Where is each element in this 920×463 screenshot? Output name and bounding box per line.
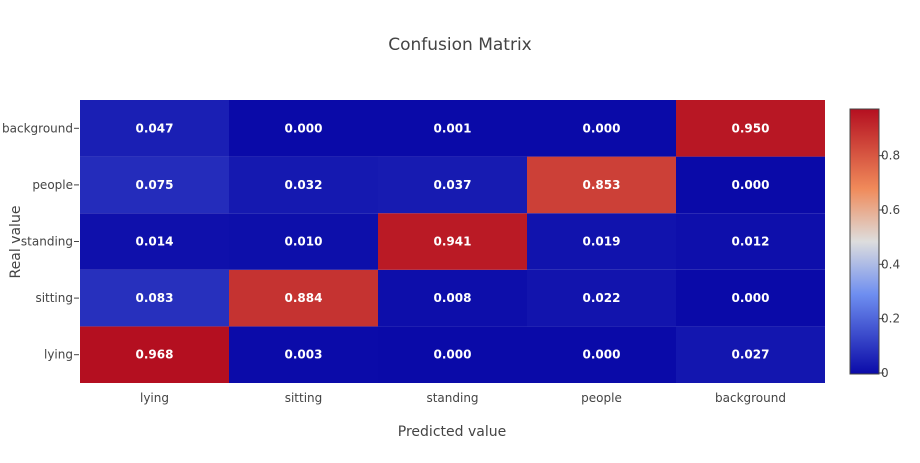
x-tick-label: sitting xyxy=(285,391,323,405)
cell-value-label: 0.000 xyxy=(583,348,621,362)
cell-value-label: 0.014 xyxy=(136,235,174,249)
heatmap-cell-lying-lying xyxy=(80,326,229,383)
heatmap-cell-standing-people xyxy=(527,213,676,270)
colorbar-tick-label: 0.2 xyxy=(881,312,900,326)
x-tick-label: standing xyxy=(426,391,478,405)
cell-value-label: 0.950 xyxy=(732,121,770,135)
y-tick-label: people xyxy=(32,178,73,192)
x-tick-label: lying xyxy=(140,391,169,405)
heatmap-cell-background-people xyxy=(527,100,676,157)
colorbar-tick-label: 0.4 xyxy=(881,257,900,271)
colorbar-gradient xyxy=(849,108,880,375)
heatmap-cell-lying-standing xyxy=(378,326,527,383)
heatmap-cell-lying-sitting xyxy=(229,326,378,383)
y-tick-label: sitting xyxy=(35,291,73,305)
cell-value-label: 0.884 xyxy=(285,291,323,305)
chart-title: Confusion Matrix xyxy=(388,35,532,55)
cell-value-label: 0.941 xyxy=(434,235,472,249)
heatmap-cell-standing-sitting xyxy=(229,213,378,270)
colorbar: 0 0.2 0.4 0.6 0.8 xyxy=(849,108,900,380)
x-tick-label: background xyxy=(715,391,786,405)
cell-value-label: 0.000 xyxy=(285,121,323,135)
heatmap-cell-people-sitting xyxy=(229,156,378,214)
cell-value-label: 0.008 xyxy=(434,291,472,305)
colorbar-tick-label: 0 xyxy=(881,366,889,380)
cell-value-label: 0.000 xyxy=(732,178,770,192)
heatmap-cell-background-background xyxy=(676,100,825,157)
cell-value-label: 0.083 xyxy=(136,291,174,305)
cell-value-label: 0.027 xyxy=(732,348,770,362)
cell-value-label: 0.037 xyxy=(434,178,472,192)
x-axis-title: Predicted value xyxy=(398,424,506,440)
cell-value-label: 0.001 xyxy=(434,121,472,135)
cell-value-label: 0.000 xyxy=(583,121,621,135)
x-axis-ticks: lying sitting standing people background xyxy=(140,391,786,405)
y-tick-label: lying xyxy=(44,348,73,362)
colorbar-tick-label: 0.6 xyxy=(881,203,900,217)
cell-value-label: 0.010 xyxy=(285,235,323,249)
y-axis-ticks: lying sitting standing people background xyxy=(2,121,79,362)
y-tick-label: standing xyxy=(21,235,73,249)
cell-value-label: 0.019 xyxy=(583,235,621,249)
heatmap-cell-people-lying xyxy=(80,156,229,214)
heatmap-cell-standing-standing xyxy=(378,213,527,270)
cell-value-label: 0.032 xyxy=(285,178,323,192)
heatmap-cells: 0.968 0.003 0.000 0.000 0.027 0.083 0.884 0.008… xyxy=(80,100,825,383)
y-axis-title: Real value xyxy=(8,206,24,279)
cell-value-label: 0.047 xyxy=(136,121,174,135)
heatmap-cell-lying-background xyxy=(676,326,825,383)
heatmap-cell-sitting-sitting xyxy=(229,269,378,327)
heatmap-cell-people-background xyxy=(676,156,825,214)
heatmap-cell-sitting-lying xyxy=(80,269,229,327)
heatmap-cell-sitting-people xyxy=(527,269,676,327)
cell-value-label: 0.012 xyxy=(732,235,770,249)
heatmap-cell-background-standing xyxy=(378,100,527,157)
cell-value-label: 0.000 xyxy=(732,291,770,305)
heatmap-cell-background-sitting xyxy=(229,100,378,157)
cell-value-label: 0.853 xyxy=(583,178,621,192)
cell-value-label: 0.000 xyxy=(434,348,472,362)
cell-value-label: 0.075 xyxy=(136,178,174,192)
y-tick-label: background xyxy=(2,121,73,135)
heatmap-cell-background-lying xyxy=(80,100,229,157)
x-tick-label: people xyxy=(581,391,622,405)
heatmap-cell-sitting-standing xyxy=(378,269,527,327)
cell-value-label: 0.022 xyxy=(583,291,621,305)
heatmap-cell-standing-background xyxy=(676,213,825,270)
colorbar-tick-label: 0.8 xyxy=(881,149,900,163)
heatmap-cell-people-standing xyxy=(378,156,527,214)
cell-value-label: 0.968 xyxy=(136,348,174,362)
colorbar-ticks: 0 0.2 0.4 0.6 0.8 xyxy=(879,149,900,380)
heatmap-cell-people-people xyxy=(527,156,676,214)
heatmap-cell-sitting-background xyxy=(676,269,825,327)
heatmap-cell-lying-people xyxy=(527,326,676,383)
heatmap-cell-standing-lying xyxy=(80,213,229,270)
cell-value-label: 0.003 xyxy=(285,348,323,362)
